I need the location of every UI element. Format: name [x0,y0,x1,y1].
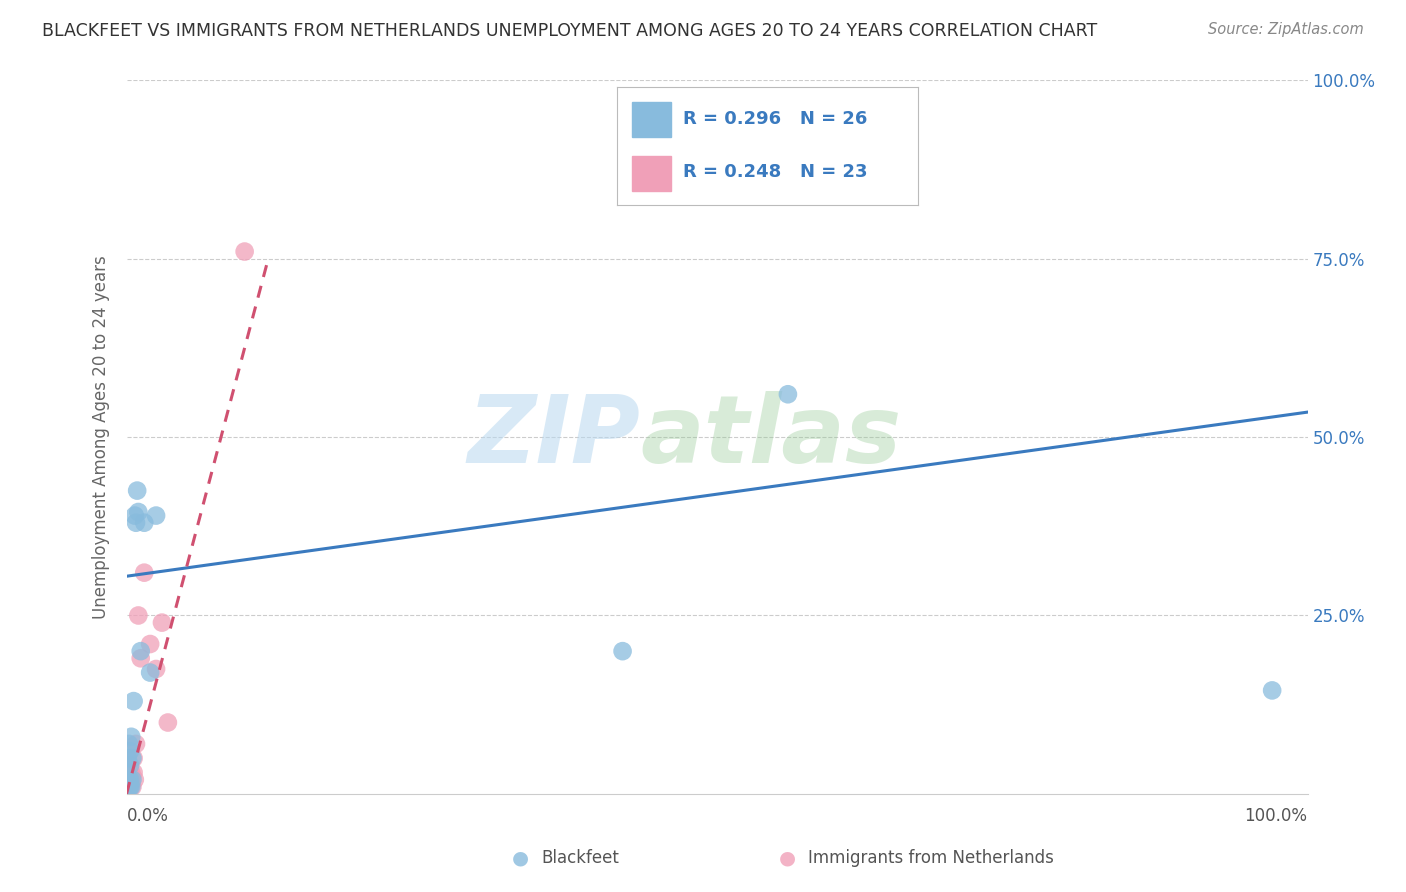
Point [124,508,146,523]
Point [122,765,145,780]
Point [1261,683,1284,698]
Point [117,751,139,765]
Point [127,483,149,498]
Point [117,772,139,787]
Point [776,387,799,401]
Point [118,772,141,787]
Text: Blackfeet: Blackfeet [541,849,619,867]
Text: Source: ZipAtlas.com: Source: ZipAtlas.com [1208,22,1364,37]
Point [139,665,162,680]
Point [120,780,142,794]
Point [124,772,146,787]
Point [118,780,141,794]
Text: ●: ● [779,848,796,868]
Point [120,780,142,794]
Point [156,715,179,730]
Point [120,744,142,758]
Point [120,758,142,772]
Point [120,772,142,787]
Y-axis label: Unemployment Among Ages 20 to 24 years: Unemployment Among Ages 20 to 24 years [91,255,110,619]
Text: 100.0%: 100.0% [1244,807,1308,825]
Text: ●: ● [512,848,529,868]
Point [122,751,145,765]
Point [115,765,138,780]
Point [134,566,156,580]
Point [145,662,167,676]
Point [121,780,143,794]
Point [150,615,173,630]
Text: BLACKFEET VS IMMIGRANTS FROM NETHERLANDS UNEMPLOYMENT AMONG AGES 20 TO 24 YEARS : BLACKFEET VS IMMIGRANTS FROM NETHERLANDS… [42,22,1098,40]
Point [120,765,142,780]
Point [117,776,139,790]
Point [120,730,142,744]
Text: 0.0%: 0.0% [127,807,169,825]
Point [125,737,148,751]
Text: Immigrants from Netherlands: Immigrants from Netherlands [808,849,1054,867]
Point [125,516,148,530]
Point [118,780,141,794]
Point [127,505,149,519]
Point [120,772,142,787]
Point [233,244,256,259]
Point [120,780,142,794]
Point [117,780,139,794]
Point [139,637,162,651]
Point [121,751,143,765]
Point [115,780,138,794]
Text: atlas: atlas [640,391,901,483]
Point [134,516,156,530]
Point [121,772,143,787]
Point [120,772,142,787]
Point [120,765,142,780]
Point [122,694,145,708]
Point [127,608,149,623]
Point [145,508,167,523]
Point [118,737,141,751]
Point [612,644,634,658]
Point [129,651,152,665]
Text: ZIP: ZIP [467,391,640,483]
Point [129,644,152,658]
Point [118,772,141,787]
